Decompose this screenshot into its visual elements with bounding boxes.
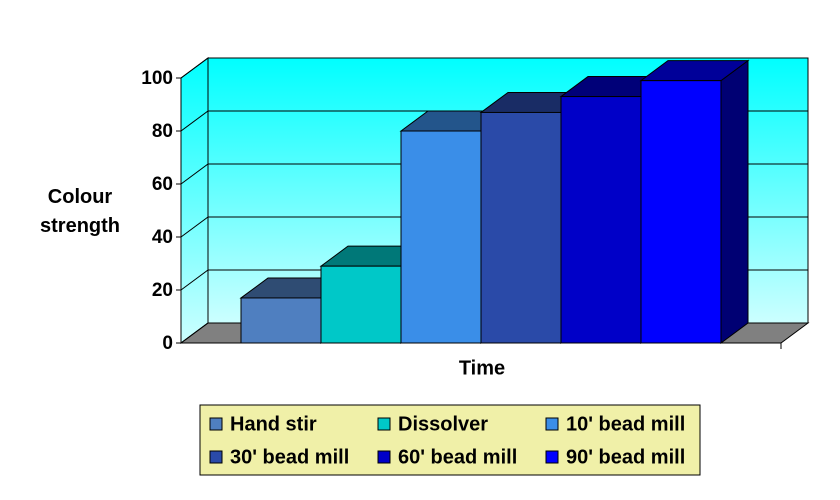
bar-front xyxy=(240,297,322,344)
bar-front xyxy=(320,265,402,344)
legend-label: 90' bead mill xyxy=(566,446,685,468)
legend-swatch xyxy=(545,450,559,464)
y-tick-label: 80 xyxy=(152,121,173,142)
y-tick-label: 20 xyxy=(152,280,173,301)
legend-label: 60' bead mill xyxy=(398,446,517,468)
legend-swatch xyxy=(377,417,391,431)
bar-front xyxy=(400,130,482,344)
y-tick-label: 100 xyxy=(141,68,173,89)
x-axis-title: Time xyxy=(459,357,505,379)
y-tick-label: 40 xyxy=(152,227,173,248)
bar-front xyxy=(640,80,722,344)
legend-label: Hand stir xyxy=(230,413,317,435)
bar-front xyxy=(480,111,562,344)
y-tick-label: 60 xyxy=(152,174,173,195)
legend-label: 10' bead mill xyxy=(566,413,685,435)
left-wall xyxy=(180,57,209,344)
legend-swatch xyxy=(209,450,223,464)
bar-side xyxy=(720,59,749,344)
legend-label: Dissolver xyxy=(398,413,488,435)
y-axis-title: Colour strength xyxy=(40,186,120,237)
legend-swatch xyxy=(209,417,223,431)
legend-label: 30' bead mill xyxy=(230,446,349,468)
bar xyxy=(639,59,750,344)
grid-line xyxy=(180,57,808,79)
legend-swatch xyxy=(377,450,391,464)
bar-front xyxy=(560,96,642,344)
legend-swatch xyxy=(545,417,559,431)
legend xyxy=(199,404,701,476)
y-tick-label: 0 xyxy=(162,333,173,354)
